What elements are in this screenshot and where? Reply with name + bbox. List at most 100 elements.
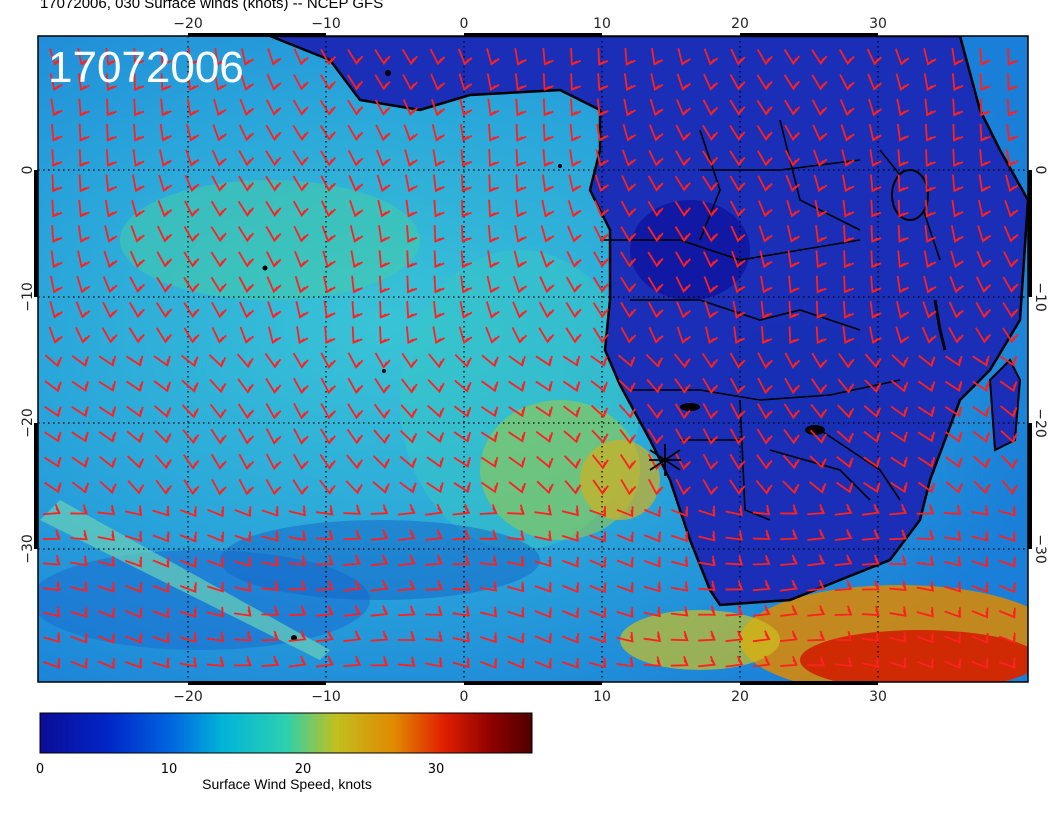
wind-barb [729,479,746,496]
wind-barb [132,149,145,167]
wind-barb [589,557,607,568]
bottom-tick: 10 [593,689,611,705]
wind-barb [540,250,555,268]
wind-barb [315,504,334,516]
wind-barb [378,250,391,269]
wind-barb [950,250,964,269]
wind-barb [51,174,63,193]
wind-barb [210,428,227,445]
wind-barb [729,402,746,420]
wind-barb [210,226,227,243]
wind-barb [515,98,527,117]
wind-barb [977,199,992,218]
wind-barb [184,174,200,192]
wind-barb [562,380,581,393]
wind-barb [234,556,252,568]
wind-barb [427,404,445,419]
wind-barb [460,250,472,269]
wind-barb [323,300,336,319]
wind-barb [179,506,197,518]
wind-barb [1002,302,1019,319]
wind-barb [486,275,500,294]
wind-barb [590,355,608,367]
wind-barb [433,300,445,319]
wind-barb [862,657,880,668]
wind-barb [160,47,172,66]
wind-barb [507,658,525,670]
wind-barb [616,506,634,518]
wind-barb [976,250,992,268]
wind-barb [288,505,306,517]
wind-barb [620,226,637,243]
wind-barb [133,98,145,117]
wind-barb [951,47,964,66]
wind-barb [49,301,63,319]
wind-barb [237,378,254,394]
wind-barb [916,529,935,541]
wind-barb [949,276,964,294]
wind-barb [534,504,552,516]
wind-barb [569,149,582,167]
wind-barb [729,377,746,395]
wind-barb [648,478,664,496]
wind-barb [620,276,637,293]
wind-barb [811,352,828,369]
wind-barb [783,428,800,445]
wind-barb [701,352,719,369]
wind-barb [923,250,937,269]
wind-barb [620,327,637,344]
wind-barb [292,453,309,470]
wind-barb [152,657,170,669]
wind-barb [759,250,773,269]
wind-barb [133,47,145,66]
wind-barb [479,555,498,566]
wind-barb [889,606,907,617]
wind-barb [234,656,252,667]
colorbar: 0 10 20 30 Surface Wind Speed, knots [36,712,533,792]
wind-barb [569,123,582,142]
wind-barb [702,200,719,217]
wind-barb [643,631,662,642]
wind-barb [924,123,936,142]
wind-barb [452,580,471,591]
wind-barb [453,405,472,418]
wind-barb [405,326,418,345]
africa-landmass [269,36,1028,607]
wind-barb [320,428,336,445]
wind-barb [616,607,634,618]
wind-barb [870,174,882,193]
wind-barb [406,250,418,269]
wind-barb [179,557,197,568]
wind-barb [508,406,526,418]
wind-barb [567,225,582,243]
wind-barb [379,300,390,319]
wind-barb [896,98,910,117]
wind-barb [105,47,118,66]
wind-barb [397,579,416,592]
wind-barb [319,99,336,116]
wind-barb [870,225,882,243]
wind-barb [433,174,445,193]
wind-barb [788,326,800,345]
wind-barb [534,658,552,670]
wind-barb [870,199,882,218]
wind-barb [238,276,255,293]
date-stamp: 17072006 [48,43,244,92]
wind-barb [179,632,197,643]
wind-barb [670,655,689,667]
wind-barb [646,403,664,419]
wind-barb [843,275,855,294]
wind-barb [916,632,934,644]
wind-barb [542,73,554,92]
wind-barb [131,174,145,193]
wind-barb [1003,251,1019,268]
wind-barb [265,478,282,496]
wind-barb [44,405,62,418]
wind-barb [616,531,634,543]
wind-barb [807,579,826,592]
wind-barb [565,327,582,344]
wind-barb [349,225,364,243]
wind-barb [542,47,554,66]
wind-barb [213,98,227,117]
wind-barb [975,301,992,319]
